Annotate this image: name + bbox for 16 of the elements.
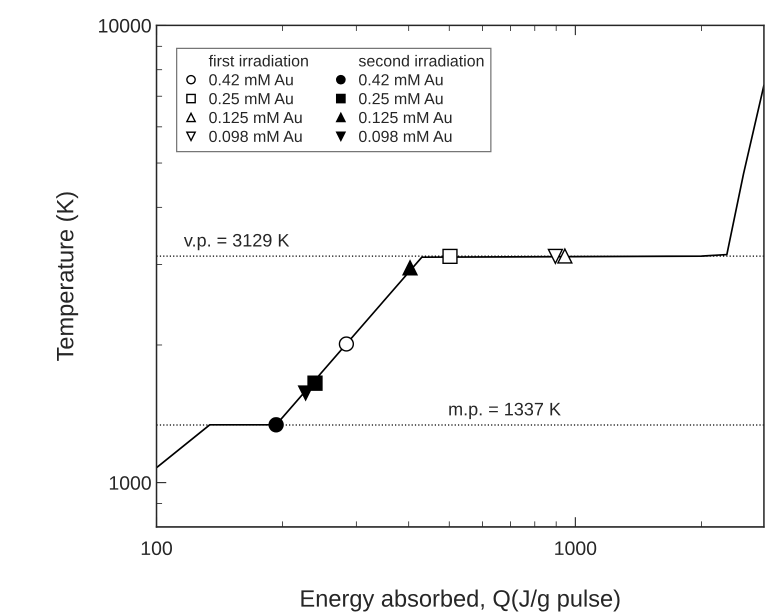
y-axis-title: Temperature (K) <box>56 192 78 361</box>
legend-label: 0.25 mM Au <box>209 93 293 104</box>
x-axis-title: Energy absorbed, Q(J/g pulse) <box>301 590 620 612</box>
ref-line-label: v.p. = 3129 K <box>184 234 290 250</box>
legend-label: 0.25 mM Au <box>359 93 443 104</box>
text: first irradiation <box>208 54 308 67</box>
legend-label: 0.098 mM Au <box>209 130 302 142</box>
x-tick-label: 100 <box>142 541 172 556</box>
ref-line-label: m.p. = 1337 K <box>449 402 561 420</box>
text: second irradiation <box>358 54 484 67</box>
legend-label: 0.42 mM Au <box>209 74 293 86</box>
legend-label: 0.125 mM Au <box>359 112 452 124</box>
legend-label: 0.098 mM Au <box>359 130 452 142</box>
legend-label: 0.125 mM Au <box>209 112 302 124</box>
legend-label: 0.42 mM Au <box>359 74 443 86</box>
y-tick-label: 10000 <box>99 18 151 33</box>
